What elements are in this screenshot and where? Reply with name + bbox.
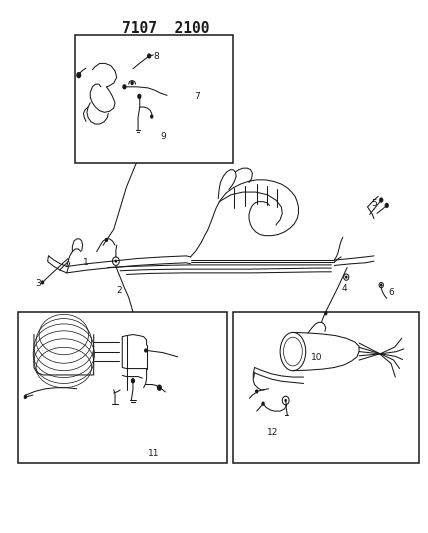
Circle shape [137, 94, 142, 99]
Text: 4: 4 [341, 284, 347, 293]
Text: 7107  2100: 7107 2100 [122, 21, 210, 36]
Circle shape [76, 72, 81, 78]
Text: 2: 2 [116, 286, 122, 295]
Circle shape [379, 197, 383, 203]
Text: 3: 3 [36, 279, 41, 288]
Circle shape [131, 81, 134, 85]
Circle shape [122, 84, 127, 90]
Text: 8: 8 [154, 52, 159, 61]
Text: 7: 7 [194, 92, 200, 101]
Text: 11: 11 [148, 449, 159, 458]
Bar [18, 312, 227, 463]
Circle shape [105, 238, 108, 242]
Circle shape [24, 394, 27, 399]
Circle shape [262, 401, 265, 406]
Circle shape [115, 260, 117, 263]
Bar [233, 312, 419, 463]
Circle shape [147, 53, 151, 59]
Text: 9: 9 [160, 132, 166, 141]
Circle shape [41, 280, 44, 285]
Circle shape [385, 203, 389, 208]
Circle shape [324, 311, 327, 316]
Circle shape [131, 378, 135, 383]
Text: 5: 5 [371, 199, 377, 208]
Text: 6: 6 [388, 287, 394, 296]
Text: 10: 10 [311, 353, 322, 362]
Circle shape [380, 284, 383, 287]
Circle shape [157, 384, 162, 391]
Text: 12: 12 [267, 428, 279, 437]
Bar [75, 35, 233, 163]
Circle shape [345, 276, 348, 279]
Circle shape [284, 399, 287, 402]
Circle shape [144, 349, 148, 353]
Text: 1: 1 [83, 258, 89, 266]
Circle shape [150, 115, 153, 119]
Circle shape [255, 389, 259, 393]
